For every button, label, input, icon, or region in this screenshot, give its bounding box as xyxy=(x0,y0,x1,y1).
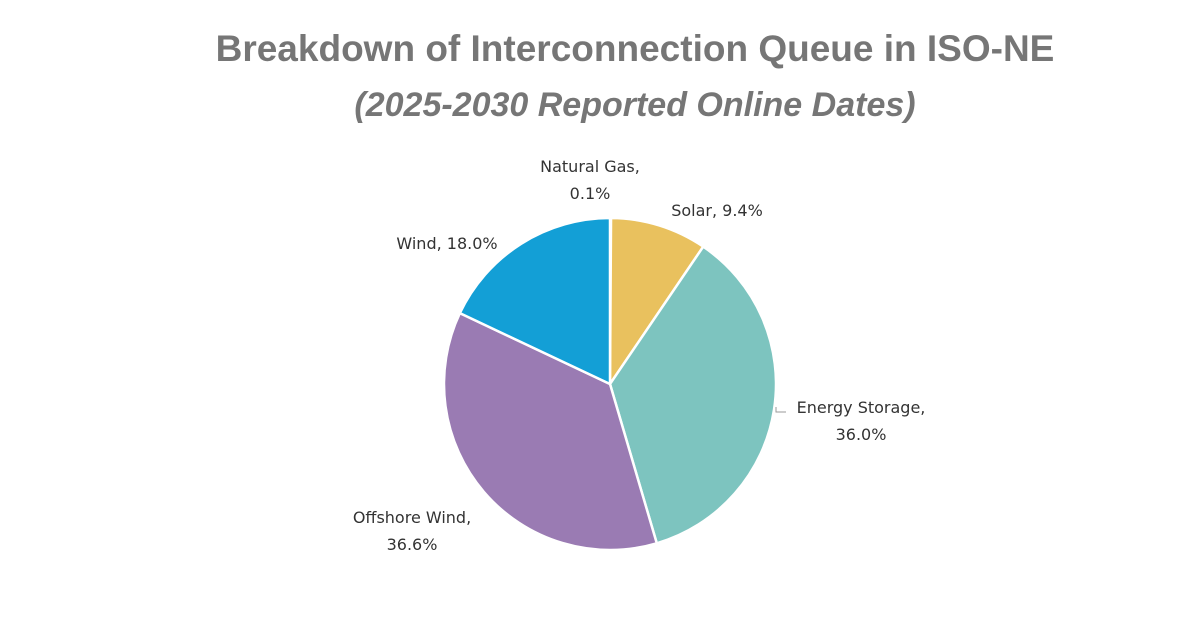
leader-lines xyxy=(775,407,786,413)
pie-slices xyxy=(442,216,778,552)
pie-slice-energy-storage xyxy=(608,245,778,545)
slice-label-natural-gas: Natural Gas, 0.1% xyxy=(540,157,640,203)
pie-slice-offshore-wind xyxy=(442,311,659,552)
slice-label-wind: Wind, 18.0% xyxy=(396,234,497,253)
pie-slice-solar xyxy=(608,216,705,386)
slice-labels: Natural Gas, 0.1% Solar, 9.4% Energy Storag… xyxy=(353,157,926,554)
chart-title: Breakdown of Interconnection Queue in IS… xyxy=(215,28,1055,69)
slice-label-energy-storage: Energy Storage, 36.0% xyxy=(797,398,926,444)
slice-label-solar: Solar, 9.4% xyxy=(671,201,763,220)
leader-line-energy-storage xyxy=(775,407,786,413)
slice-label-offshore-wind: Offshore Wind, 36.6% xyxy=(353,508,471,554)
chart-subtitle: (2025-2030 Reported Online Dates) xyxy=(354,86,916,124)
pie-slice-wind xyxy=(458,216,612,386)
